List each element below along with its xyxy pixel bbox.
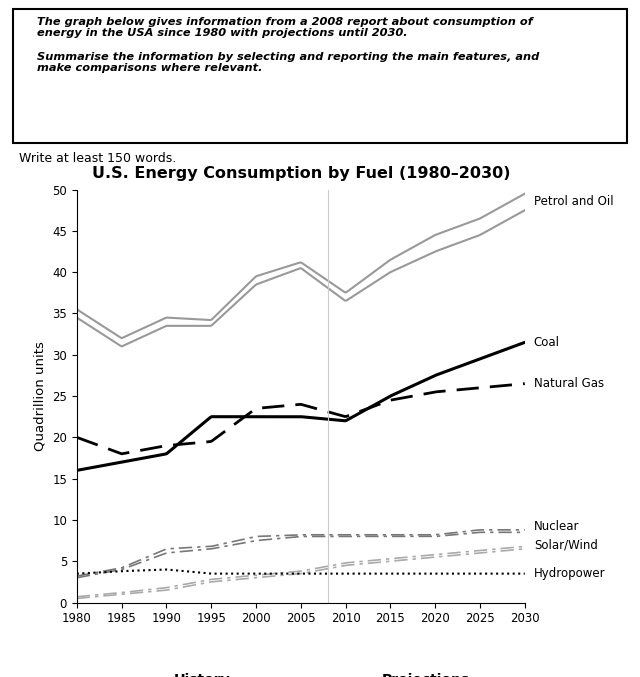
Y-axis label: Quadrillion units: Quadrillion units	[34, 341, 47, 451]
Text: Solar/Wind: Solar/Wind	[534, 538, 598, 551]
Text: Projections: Projections	[382, 673, 470, 677]
Text: Nuclear: Nuclear	[534, 520, 579, 533]
Text: Write at least 150 words.: Write at least 150 words.	[19, 152, 177, 165]
Text: Hydropower: Hydropower	[534, 567, 605, 580]
Text: History: History	[174, 673, 230, 677]
Text: The graph below gives information from a 2008 report about consumption of
energy: The graph below gives information from a…	[37, 17, 540, 73]
Text: Coal: Coal	[534, 336, 560, 349]
FancyBboxPatch shape	[13, 9, 627, 144]
Text: Petrol and Oil: Petrol and Oil	[534, 196, 613, 209]
Text: Natural Gas: Natural Gas	[534, 377, 604, 390]
Title: U.S. Energy Consumption by Fuel (1980–2030): U.S. Energy Consumption by Fuel (1980–20…	[92, 167, 510, 181]
